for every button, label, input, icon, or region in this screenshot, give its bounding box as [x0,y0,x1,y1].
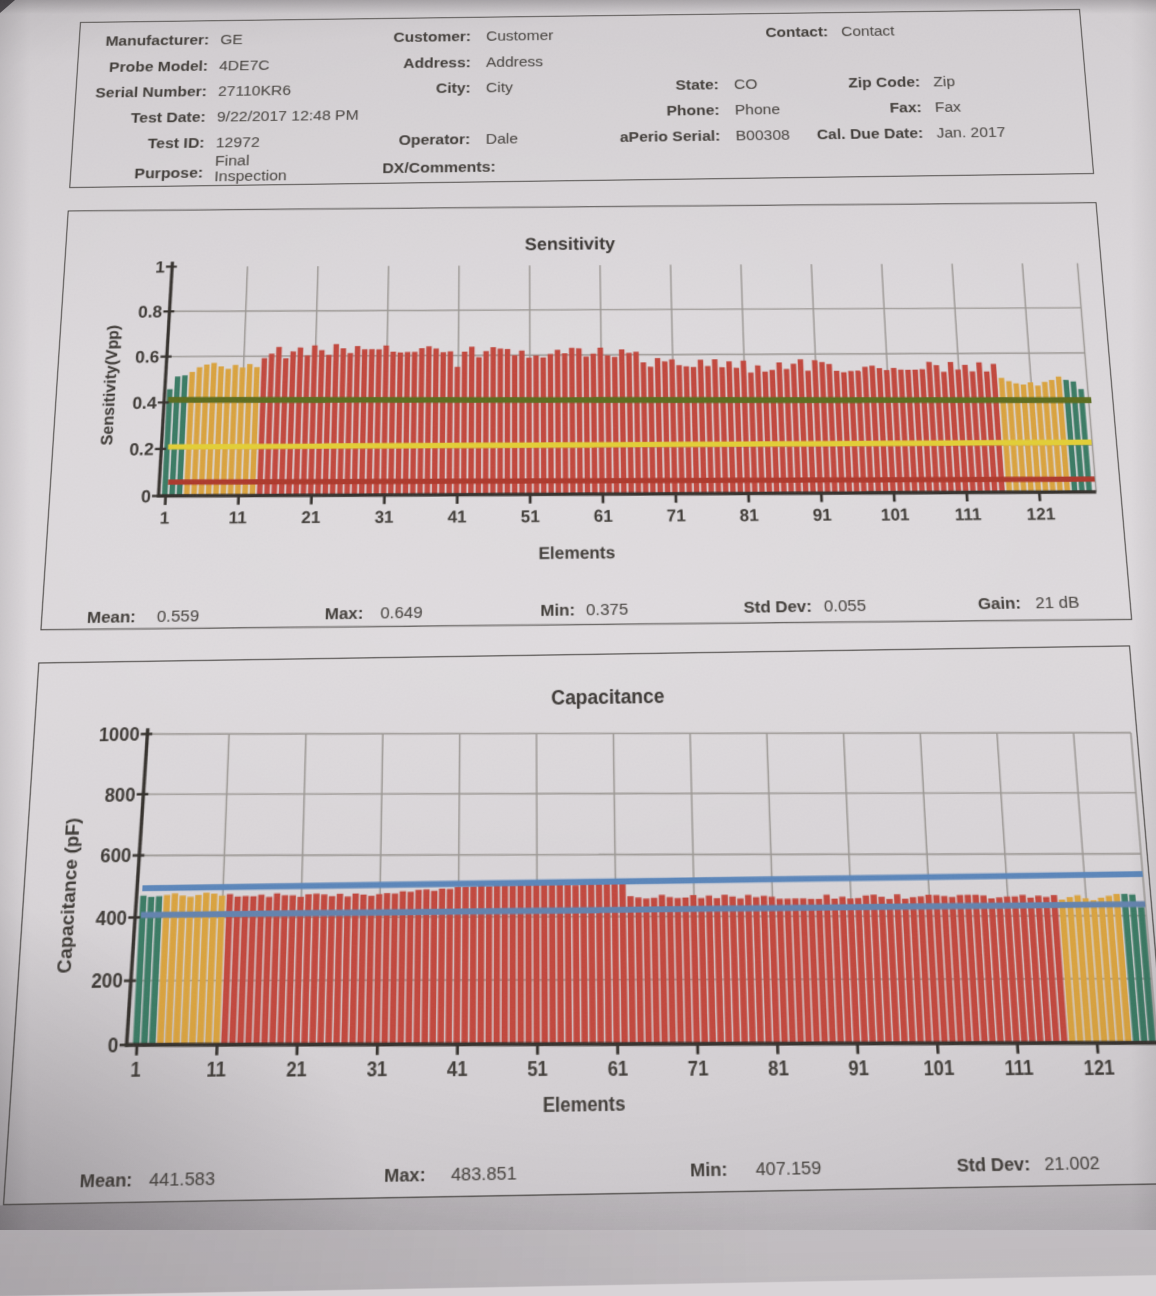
svg-text:1: 1 [130,1060,142,1082]
svg-text:400: 400 [95,908,128,930]
svg-text:111: 111 [954,506,982,525]
svg-text:Sensitivity: Sensitivity [525,234,616,254]
svg-text:41: 41 [447,508,467,527]
svg-text:Elements: Elements [538,544,615,564]
svg-text:Capacitance (pF): Capacitance (pF) [55,818,84,974]
svg-text:121: 121 [1083,1058,1116,1080]
svg-text:111: 111 [1004,1058,1035,1080]
svg-text:21: 21 [286,1060,308,1082]
svg-text:91: 91 [848,1059,870,1081]
svg-text:11: 11 [228,509,247,528]
svg-text:21: 21 [301,509,321,528]
svg-text:1: 1 [159,509,170,528]
svg-text:11: 11 [206,1060,227,1082]
svg-text:0.4: 0.4 [132,395,157,413]
svg-text:31: 31 [366,1060,387,1082]
svg-text:61: 61 [594,507,614,526]
svg-text:600: 600 [100,847,132,868]
svg-text:81: 81 [768,1059,790,1081]
svg-text:0: 0 [107,1036,119,1058]
svg-text:Capacitance: Capacitance [551,685,665,709]
svg-text:51: 51 [527,1059,548,1081]
svg-text:1: 1 [155,259,166,277]
svg-text:0: 0 [141,488,152,507]
svg-text:91: 91 [812,506,832,525]
svg-text:71: 71 [688,1059,710,1081]
svg-text:0.8: 0.8 [138,304,163,322]
svg-text:0.2: 0.2 [129,441,155,460]
svg-text:61: 61 [608,1059,629,1081]
svg-text:41: 41 [447,1060,468,1082]
svg-text:121: 121 [1026,505,1056,524]
svg-text:Elements: Elements [543,1094,626,1117]
svg-text:800: 800 [104,785,136,806]
svg-text:51: 51 [521,508,541,527]
svg-text:31: 31 [374,508,394,527]
svg-text:101: 101 [923,1058,955,1080]
svg-text:101: 101 [880,506,910,525]
svg-text:1000: 1000 [98,725,140,746]
svg-text:0.6: 0.6 [135,349,160,367]
svg-text:71: 71 [667,507,687,526]
svg-text:Sensitivity(Vpp): Sensitivity(Vpp) [98,325,124,446]
svg-text:200: 200 [91,972,124,994]
svg-text:81: 81 [739,507,759,526]
